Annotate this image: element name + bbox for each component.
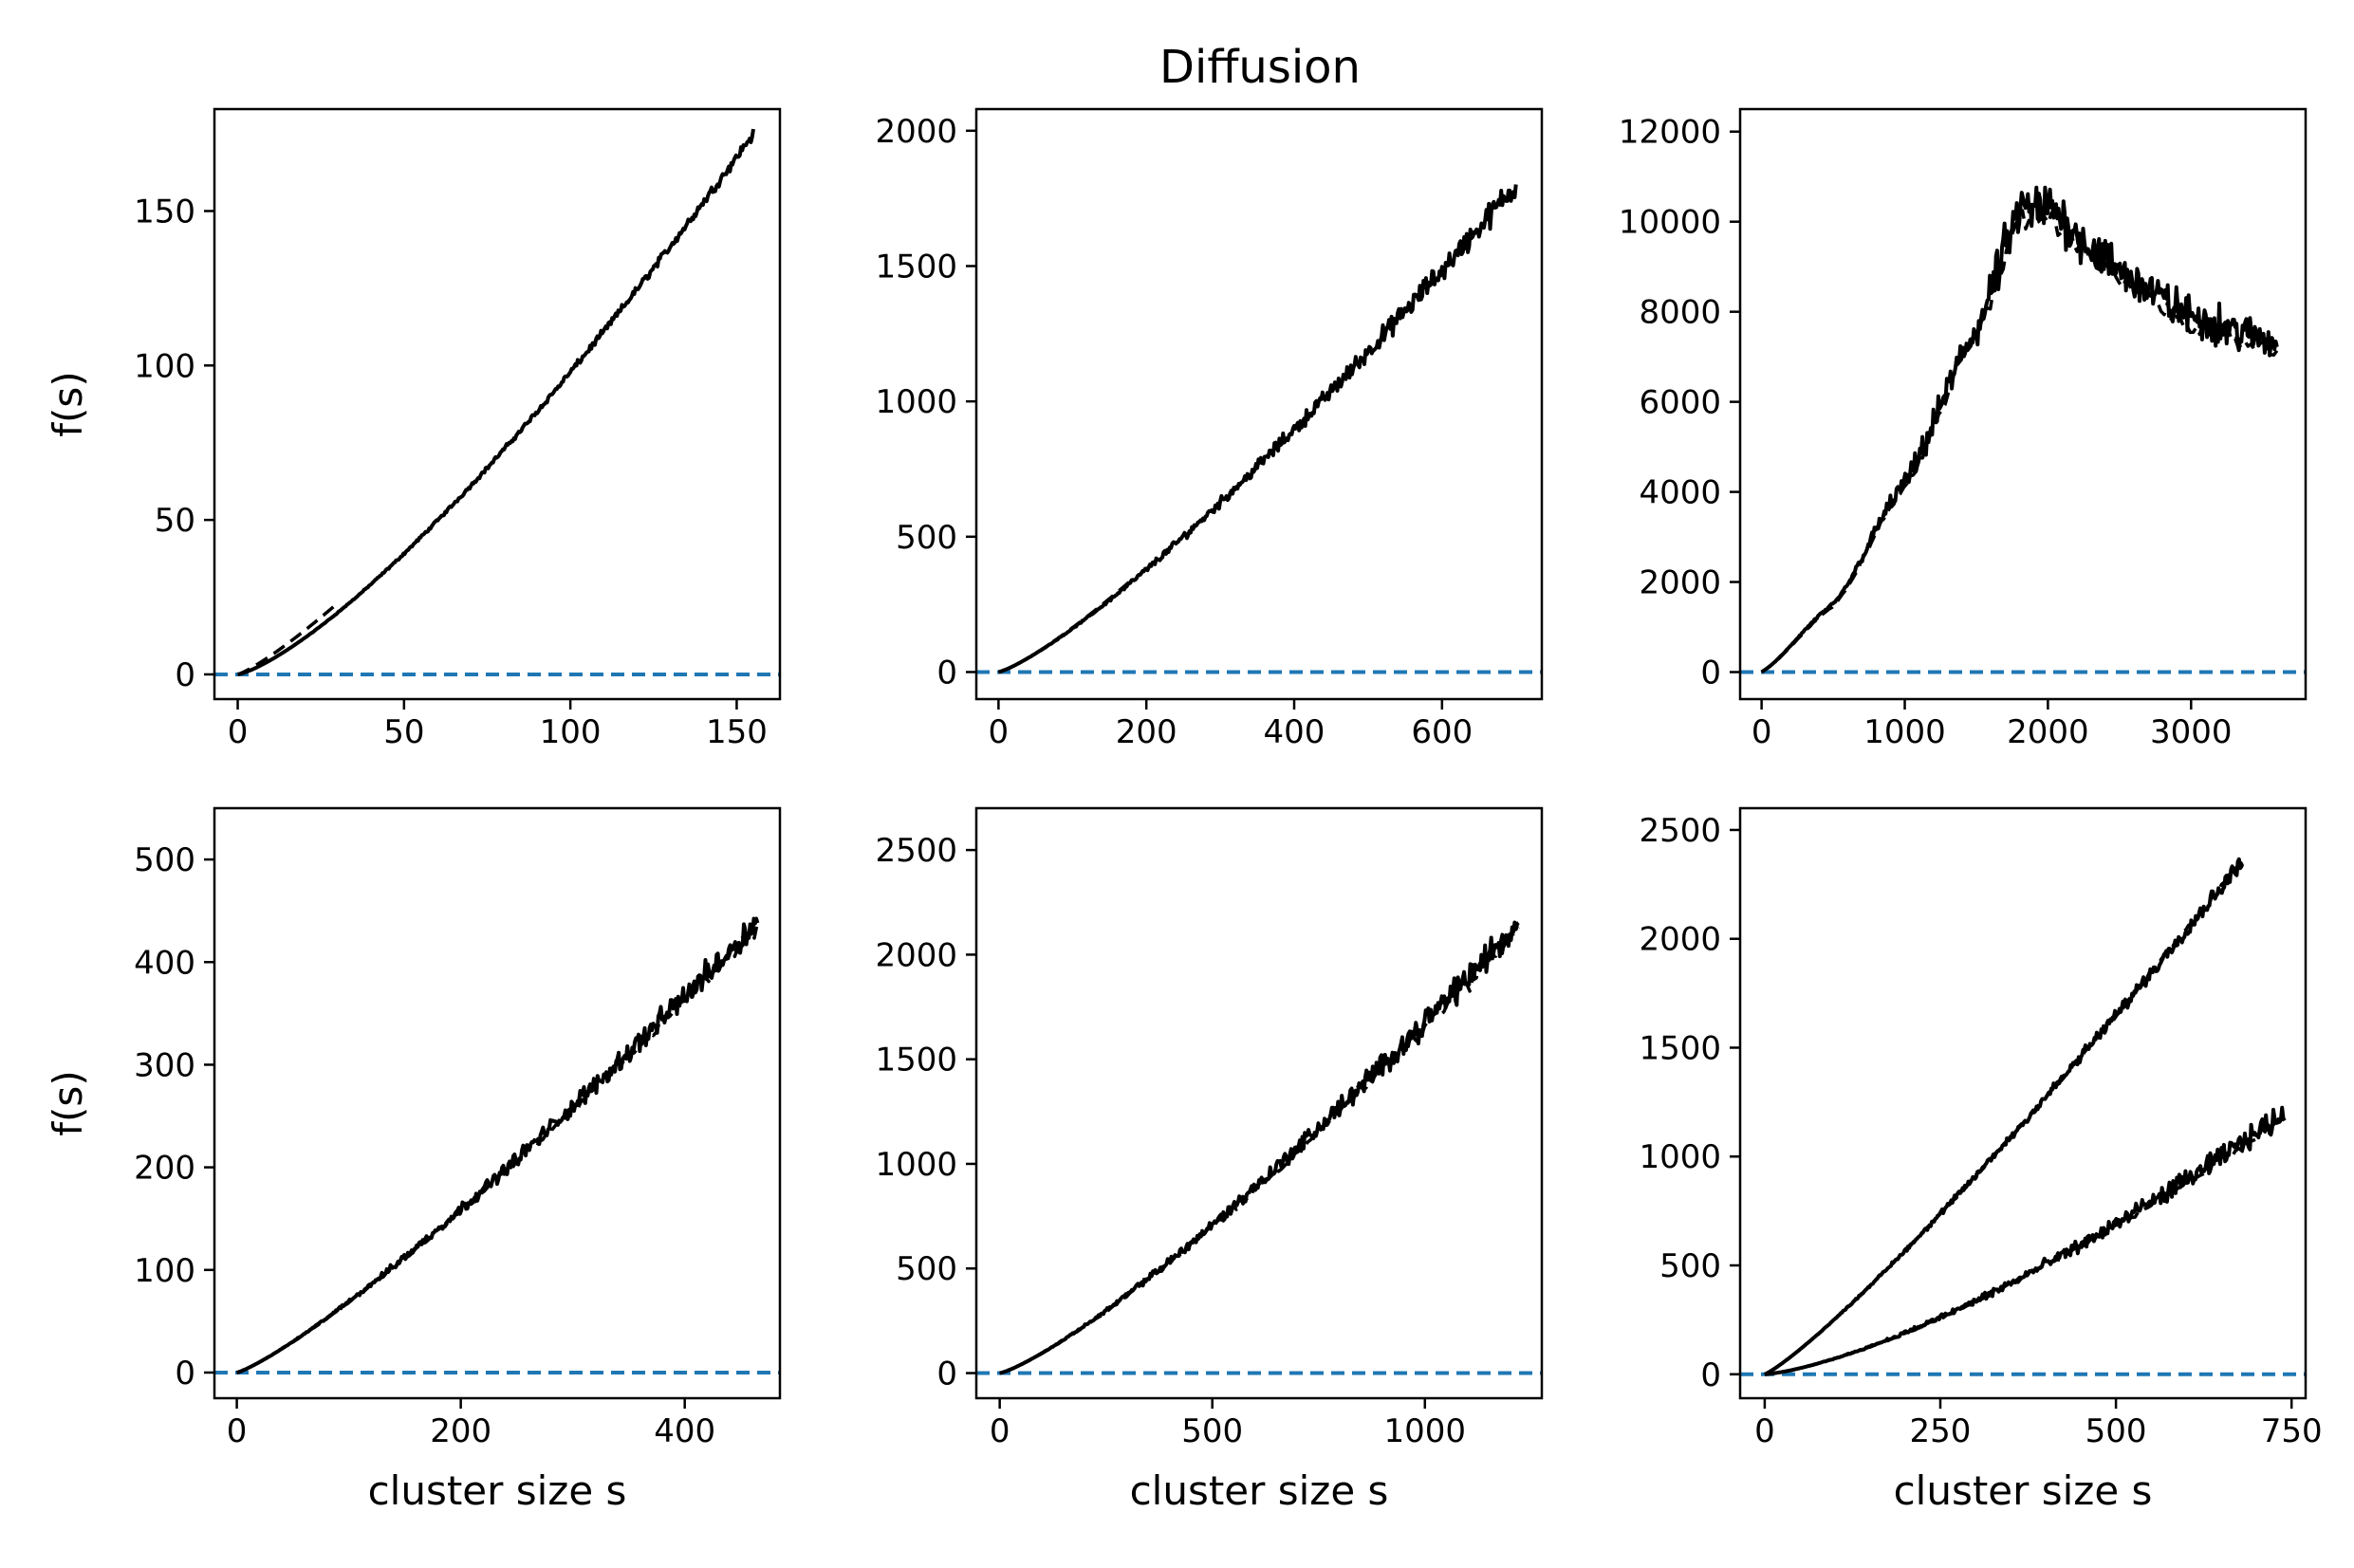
- y-tick-label: 500: [896, 1250, 957, 1288]
- x-tick-label: 1000: [1384, 1412, 1467, 1450]
- y-tick-label: 0: [1700, 655, 1721, 692]
- axes-frame: [974, 806, 1544, 1400]
- y-tick-label: 1500: [1639, 1029, 1721, 1067]
- x-tick-label: 500: [1181, 1412, 1243, 1450]
- series-line-1-solid: [997, 184, 1518, 674]
- x-axis-label: cluster size s: [368, 1467, 627, 1514]
- x-tick-label: 3000: [2150, 713, 2233, 751]
- series-line-1-solid: [1760, 185, 2279, 674]
- x-tick-label: 0: [989, 713, 1010, 751]
- x-tick-label: 200: [430, 1412, 491, 1450]
- axes-frame: [1738, 806, 2308, 1400]
- y-tick-label: 150: [134, 193, 195, 231]
- y-tick-label: 0: [1700, 1356, 1721, 1394]
- y-tick-label: 0: [175, 656, 195, 694]
- y-tick-label: 2000: [875, 113, 957, 151]
- x-tick-label: 500: [2085, 1412, 2147, 1450]
- y-tick-label: 0: [175, 1355, 195, 1393]
- y-tick-label: 2000: [1639, 564, 1721, 602]
- subplot-bottom-center: 0 500 1000 0 500 1000 1500 2000 2500 cluster size…: [875, 806, 1544, 1514]
- y-tick-label: 200: [134, 1150, 195, 1188]
- plot-area: [1740, 857, 2306, 1376]
- x-tick-label: 0: [990, 1412, 1010, 1450]
- y-tick-label: 0: [936, 1356, 957, 1393]
- plot-area: [976, 920, 1542, 1375]
- y-tick-label: 100: [134, 1252, 195, 1290]
- plot-area: [1740, 185, 2306, 674]
- x-axis-label: cluster size s: [1130, 1467, 1389, 1514]
- x-tick-label: 600: [1411, 713, 1473, 751]
- y-tick-label: 1500: [875, 248, 957, 286]
- y-axis-label: f(s): [45, 1070, 91, 1135]
- y-tick-label: 500: [896, 519, 957, 557]
- x-tick-label: 0: [1754, 1412, 1775, 1450]
- y-tick-label: 8000: [1639, 294, 1721, 332]
- x-tick-label: 400: [1264, 713, 1325, 751]
- subplot-top-right: 0 1000 2000 3000 0 2000 4000 6000 8000 10000 12000: [1619, 107, 2308, 751]
- x-tick-label: 0: [1752, 713, 1772, 751]
- x-axis-label: cluster size s: [1894, 1467, 2153, 1514]
- x-tick-label: 200: [1116, 713, 1177, 751]
- y-tick-label: 1000: [875, 1146, 957, 1184]
- series-line-3-solid: [1764, 1105, 2287, 1376]
- plot-area: [976, 184, 1542, 674]
- y-tick-label: 12000: [1619, 114, 1721, 152]
- series-line-1-solid: [998, 920, 1520, 1375]
- axes-frame: [974, 107, 1544, 701]
- subplot-bottom-left: 0 200 400 0 100 200 300 400 500 cluster size s f(s…: [45, 806, 782, 1514]
- series-line-2-dashed: [997, 579, 1133, 674]
- x-tick-label: 0: [228, 713, 249, 751]
- x-tick-label: 100: [540, 713, 602, 751]
- series-line-4-dashed: [1764, 1115, 2286, 1376]
- axes-frame: [213, 107, 782, 701]
- y-tick-label: 4000: [1639, 474, 1721, 512]
- x-tick-label: 250: [1910, 1412, 1972, 1450]
- series-line-2-dashed: [999, 926, 1520, 1375]
- y-axis-label: f(s): [45, 371, 91, 436]
- y-tick-label: 1500: [875, 1042, 957, 1079]
- x-tick-label: 50: [383, 713, 424, 751]
- series-line-2-dashed: [236, 601, 339, 676]
- y-tick-label: 500: [1659, 1247, 1721, 1285]
- y-tick-label: 100: [134, 347, 195, 385]
- x-tick-label: 0: [227, 1412, 248, 1450]
- x-tick-label: 1000: [1863, 713, 1946, 751]
- series-line-1-solid: [1764, 857, 2245, 1376]
- y-tick-label: 1000: [1639, 1138, 1721, 1176]
- y-tick-label: 0: [936, 654, 957, 692]
- y-tick-label: 50: [155, 502, 195, 540]
- subplot-top-center: 0 200 400 600 0 500 1000 1500 2000: [875, 107, 1544, 751]
- x-tick-label: 750: [2261, 1412, 2323, 1450]
- axes-frame: [213, 806, 782, 1400]
- y-tick-label: 300: [134, 1046, 195, 1084]
- y-tick-label: 10000: [1619, 204, 1721, 242]
- y-tick-label: 2500: [875, 832, 957, 870]
- series-line-2-dashed: [1760, 209, 2279, 673]
- series-line-1-solid: [236, 128, 755, 676]
- plot-area: [214, 128, 780, 676]
- subplot-top-left: 0 50 100 150 0 50 100 150 f(s): [45, 107, 782, 751]
- y-tick-label: 400: [134, 944, 195, 982]
- subplot-bottom-right: 0 250 500 750 0 500 1000 1500 2000 2500 cluster si…: [1639, 806, 2323, 1514]
- axes-frame: [1738, 107, 2308, 701]
- y-tick-label: 6000: [1639, 384, 1721, 422]
- y-tick-label: 2000: [1639, 921, 1721, 959]
- series-line-2-dashed: [1764, 860, 2244, 1376]
- y-tick-label: 2000: [875, 936, 957, 974]
- x-tick-label: 400: [654, 1412, 715, 1450]
- y-tick-label: 1000: [875, 383, 957, 421]
- y-tick-label: 500: [134, 841, 195, 879]
- figure-title: Diffusion: [1159, 41, 1361, 94]
- x-tick-label: 150: [706, 713, 768, 751]
- y-tick-label: 2500: [1639, 812, 1721, 850]
- plot-area: [214, 916, 780, 1374]
- x-tick-label: 2000: [2007, 713, 2089, 751]
- series-line-2-dashed: [236, 921, 760, 1374]
- series-line-1-solid: [235, 916, 760, 1374]
